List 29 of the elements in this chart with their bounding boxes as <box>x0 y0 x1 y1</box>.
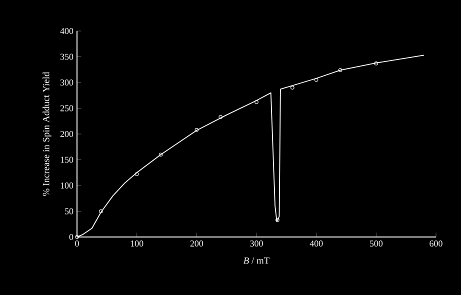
point <box>194 128 199 132</box>
point <box>254 100 258 104</box>
point <box>338 68 342 72</box>
point <box>374 62 378 66</box>
point <box>290 86 294 90</box>
x-tick-label: 200 <box>190 240 204 247</box>
point <box>218 115 222 119</box>
x-tick-label: 400 <box>310 240 323 247</box>
point <box>158 152 163 156</box>
y-tick-label: 300 <box>60 79 74 86</box>
y-tick-label: 350 <box>60 54 74 60</box>
point <box>99 209 103 214</box>
y-tick-label: 200 <box>60 130 74 138</box>
y-tick-label: 400 <box>60 28 74 34</box>
y-tick-label: 250 <box>60 105 74 112</box>
x-tick-label: 500 <box>370 240 383 247</box>
x-tick-label: 0 <box>75 240 79 247</box>
y-tick-label: 100 <box>60 182 74 189</box>
point <box>276 218 280 222</box>
point <box>134 172 139 176</box>
y-tick-label: 150 <box>60 156 74 163</box>
point <box>314 78 318 82</box>
y-tick-label: 50 <box>65 208 74 214</box>
x-tick-label: 600 <box>430 240 442 247</box>
y-axis-title: % Increase in Spin Adduct Yield <box>42 72 52 196</box>
x-tick-label: 300 <box>250 240 263 247</box>
x-axis-title: B / mT <box>243 257 270 264</box>
y-tick-label: 0 <box>69 234 74 240</box>
x-tick-label: 100 <box>130 240 144 247</box>
